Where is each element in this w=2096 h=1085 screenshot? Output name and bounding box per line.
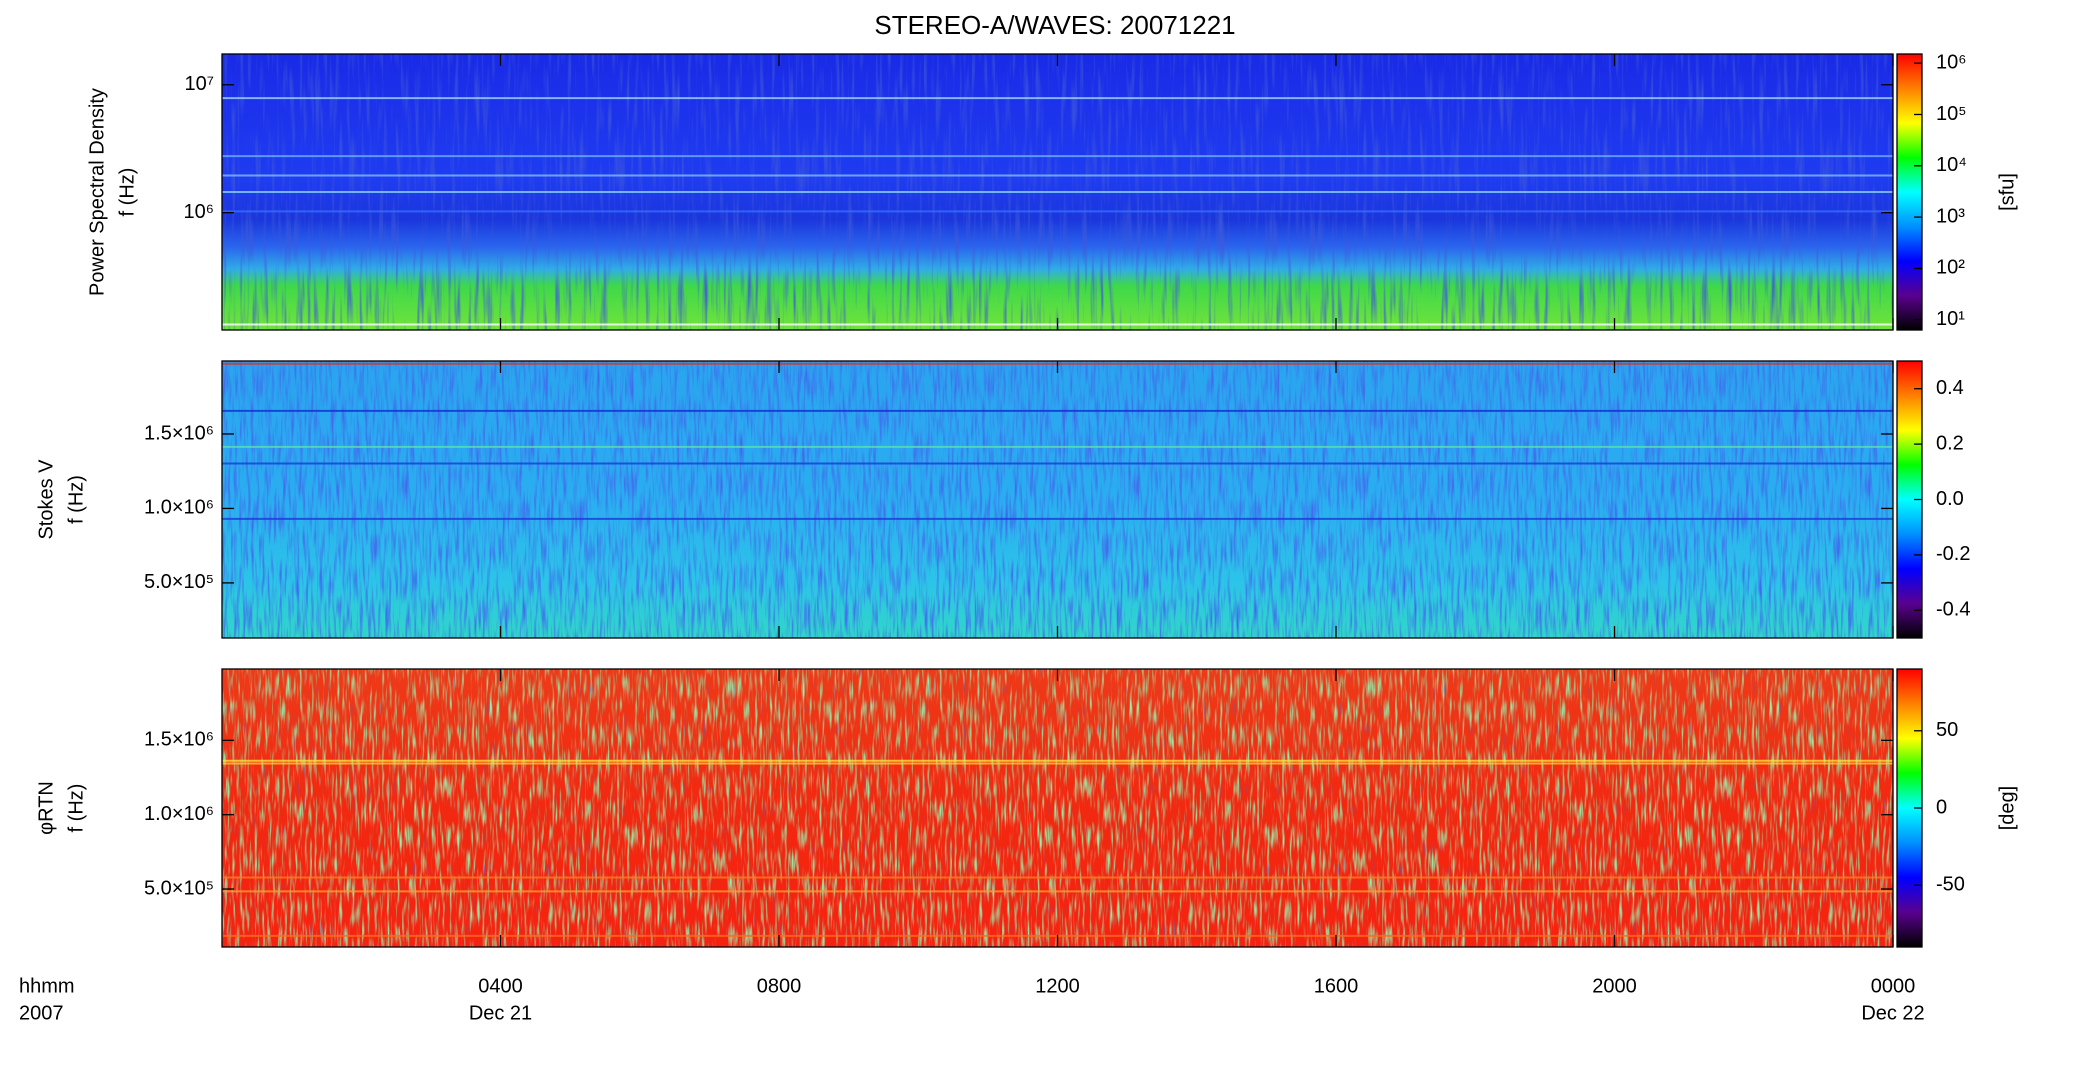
spectrogram-texture <box>222 361 1893 638</box>
colorbar-label: [deg] <box>1996 786 2018 830</box>
colorbar-tick-label: 0.4 <box>1936 377 1964 399</box>
x-axis-label: hhmm <box>19 975 75 997</box>
colorbar-tick-label: 0.2 <box>1936 432 1964 454</box>
colorbar-tick-label: 0 <box>1936 796 1947 818</box>
y-tick-label: 1.0×10⁶ <box>144 497 214 519</box>
colorbar-tick-label: -0.4 <box>1936 599 1970 621</box>
y-axis-label: Stokes V <box>35 459 57 540</box>
x-tick-label: 0800 <box>757 975 802 997</box>
colorbar-tick-label: 10⁶ <box>1936 51 1966 73</box>
y-tick-label: 5.0×10⁵ <box>144 571 214 593</box>
y-axis-label: f (Hz) <box>65 475 87 524</box>
y-tick-label: 5.0×10⁵ <box>144 877 214 899</box>
y-tick-label: 1.5×10⁶ <box>144 729 214 751</box>
y-axis-label: Power Spectral Density <box>86 88 108 296</box>
colorbar-tick-label: 10¹ <box>1936 308 1965 330</box>
spectrogram-texture <box>222 669 1893 947</box>
x-tick-label: 0400 <box>478 975 523 997</box>
x-tick-label: 0000 <box>1871 975 1916 997</box>
y-axis-label: f (Hz) <box>116 168 138 217</box>
colorbar-tick-label: 0.0 <box>1936 488 1964 510</box>
colorbar-tick-label: -50 <box>1936 874 1965 896</box>
x-date-label: Dec 22 <box>1861 1002 1924 1024</box>
colorbar-tick-label: 10⁵ <box>1936 103 1967 125</box>
x-tick-label: 1600 <box>1314 975 1359 997</box>
colorbar-tick-label: -0.2 <box>1936 543 1970 565</box>
y-tick-label: 10⁷ <box>185 73 214 95</box>
x-date-label: Dec 21 <box>469 1002 532 1024</box>
y-tick-label: 1.5×10⁶ <box>144 422 214 444</box>
colorbar-tick-label: 10² <box>1936 257 1965 279</box>
y-tick-label: 1.0×10⁶ <box>144 803 214 825</box>
colorbar-tick-label: 10³ <box>1936 205 1965 227</box>
colorbar <box>1896 53 1923 331</box>
colorbar-tick-label: 50 <box>1936 719 1958 741</box>
y-tick-label: 10⁶ <box>184 201 214 223</box>
x-tick-label: 1200 <box>1035 975 1080 997</box>
x-axis-label: 2007 <box>19 1002 64 1024</box>
colorbar-tick-label: 10⁴ <box>1936 154 1967 176</box>
colorbar-label: [sfu] <box>1996 173 2018 211</box>
y-axis-label: φRTN <box>35 781 57 835</box>
y-axis-label: f (Hz) <box>65 784 87 833</box>
x-tick-label: 2000 <box>1592 975 1637 997</box>
chart-title: STEREO-A/WAVES: 20071221 <box>874 10 1235 40</box>
